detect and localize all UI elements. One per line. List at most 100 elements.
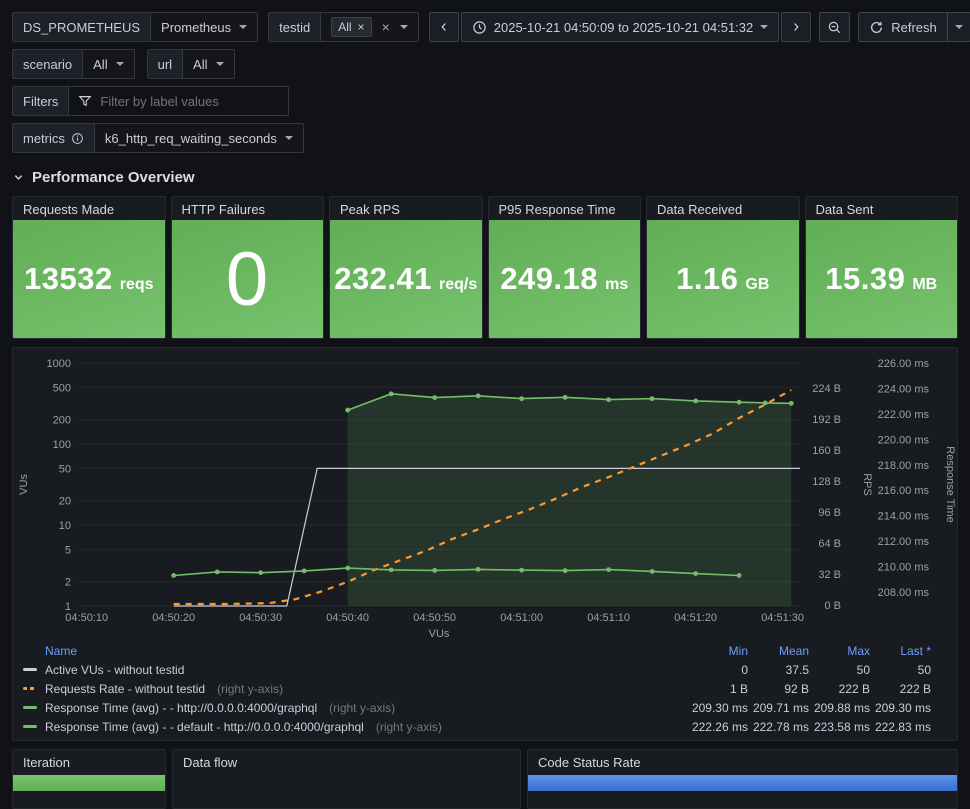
series-min: 209.30 ms xyxy=(691,700,748,715)
svg-text:0 B: 0 B xyxy=(824,600,841,612)
refresh-button[interactable]: Refresh xyxy=(858,12,948,42)
stat-body: 15.39 MB xyxy=(805,220,957,338)
series-mean: 209.71 ms xyxy=(752,700,809,715)
series-last: 222 B xyxy=(899,681,931,696)
svg-text:224 B: 224 B xyxy=(812,383,841,395)
funnel-icon xyxy=(78,94,92,108)
time-range-text: 2025-10-21 04:50:09 to 2025-10-21 04:51:… xyxy=(493,19,754,35)
time-shift-back-button[interactable] xyxy=(428,12,459,42)
time-shift-forward-button[interactable] xyxy=(781,12,812,42)
svg-text:1: 1 xyxy=(65,601,71,613)
url-variable-label: url xyxy=(146,49,184,79)
stat-p95-response-time: P95 Response Time 249.18 ms xyxy=(487,196,641,339)
stat-value: 1.16 xyxy=(676,261,739,296)
panel-iteration: Iteration xyxy=(12,749,166,809)
metrics-label-text: metrics xyxy=(23,130,65,146)
svg-text:160 B: 160 B xyxy=(812,445,841,457)
svg-text:20: 20 xyxy=(59,496,71,508)
panel-title: Data flow xyxy=(183,755,238,770)
stat-value: 232.41 xyxy=(334,261,433,296)
scenario-variable-value: All xyxy=(93,56,108,72)
chevron-down-icon xyxy=(954,25,963,29)
testid-chip[interactable]: All × xyxy=(331,17,372,37)
refresh-interval-dropdown[interactable] xyxy=(947,12,970,42)
stat-value: 13532 xyxy=(23,261,113,296)
series-name: Requests Rate - without testid xyxy=(45,681,206,696)
svg-text:50: 50 xyxy=(59,463,71,475)
scenario-variable: scenario All xyxy=(12,49,135,79)
chip-close-icon[interactable]: × xyxy=(357,20,365,34)
series-suffix: (right y-axis) xyxy=(329,700,396,715)
datasource-variable-select[interactable]: Prometheus xyxy=(151,12,259,42)
clear-selection-icon[interactable]: × xyxy=(381,19,390,35)
legend-header-max[interactable]: Max xyxy=(847,643,870,658)
stat-unit: MB xyxy=(912,276,938,293)
series-max: 223.58 ms xyxy=(813,719,870,734)
svg-text:04:50:40: 04:50:40 xyxy=(326,612,369,624)
svg-text:04:50:20: 04:50:20 xyxy=(152,612,195,624)
filter-input[interactable] xyxy=(100,93,280,109)
svg-text:192 B: 192 B xyxy=(812,414,841,426)
legend-header-name[interactable]: Name xyxy=(45,643,78,658)
zoom-out-button[interactable] xyxy=(819,12,851,42)
legend-row-response-time-default[interactable]: Response Time (avg) - - default - http:/… xyxy=(13,717,957,736)
clock-icon xyxy=(472,20,487,35)
series-marker xyxy=(23,668,37,671)
svg-text:2: 2 xyxy=(65,577,71,589)
stat-title: HTTP Failures xyxy=(181,202,266,217)
url-variable-select[interactable]: All xyxy=(183,49,235,79)
svg-text:04:51:30: 04:51:30 xyxy=(761,612,804,624)
refresh-label: Refresh xyxy=(891,19,937,35)
stat-panels-row: Requests Made 13532 reqs HTTP Failures 0 … xyxy=(12,196,958,339)
stat-body: 1.16 GB xyxy=(647,220,799,338)
stat-title: Requests Made xyxy=(23,202,115,217)
series-marker xyxy=(23,725,37,728)
legend-row-active-vus[interactable]: Active VUs - without testid 0 37.5 50 50 xyxy=(13,660,957,679)
panel-data-flow: Data flow xyxy=(172,749,521,809)
legend-header-min[interactable]: Min xyxy=(728,643,748,658)
info-icon[interactable] xyxy=(71,132,84,145)
metrics-variable-label: metrics xyxy=(12,123,95,153)
section-performance-overview[interactable]: Performance Overview xyxy=(0,153,970,186)
chevron-left-icon xyxy=(437,20,451,34)
variables-row: scenario All url All xyxy=(0,42,970,79)
svg-text:200: 200 xyxy=(53,415,71,427)
stat-body: 13532 reqs xyxy=(13,220,165,338)
series-suffix: (right y-axis) xyxy=(217,681,284,696)
chevron-down-icon xyxy=(284,136,293,140)
svg-text:VUs: VUs xyxy=(429,628,450,639)
svg-text:64 B: 64 B xyxy=(818,538,841,550)
metrics-variable-select[interactable]: k6_http_req_waiting_seconds xyxy=(94,123,304,153)
legend-row-requests-rate[interactable]: Requests Rate - without testid (right y-a… xyxy=(13,679,957,698)
section-title: Performance Overview xyxy=(32,169,195,186)
stat-value: 249.18 xyxy=(500,261,599,296)
svg-text:216.00 ms: 216.00 ms xyxy=(878,485,930,497)
series-last: 209.30 ms xyxy=(874,700,931,715)
timeseries-chart[interactable]: 1 2 5 10 20 50 100 200 500 1000 0 B 32 B 64 B 96 B 128… xyxy=(13,351,957,639)
chevron-down-icon xyxy=(115,62,124,66)
svg-text:VUs: VUs xyxy=(18,474,30,495)
metrics-variable: metrics k6_http_req_waiting_seconds xyxy=(12,123,304,153)
svg-text:10: 10 xyxy=(59,520,71,532)
svg-text:500: 500 xyxy=(53,382,71,394)
svg-text:214.00 ms: 214.00 ms xyxy=(878,511,930,523)
stat-http-failures: HTTP Failures 0 xyxy=(170,196,324,339)
zoom-out-icon xyxy=(827,20,842,35)
metrics-row: metrics k6_http_req_waiting_seconds xyxy=(0,116,970,153)
filters-label: Filters xyxy=(12,86,70,116)
filters-control: Filters xyxy=(12,86,290,116)
legend-header-last[interactable]: Last * xyxy=(900,643,931,658)
scenario-variable-select[interactable]: All xyxy=(83,49,135,79)
testid-variable-select[interactable]: All × × xyxy=(321,12,419,42)
code-status-bar-gauge xyxy=(528,775,957,791)
svg-text:04:50:30: 04:50:30 xyxy=(239,612,282,624)
time-range-picker[interactable]: 2025-10-21 04:50:09 to 2025-10-21 04:51:… xyxy=(460,12,780,42)
legend-row-response-time[interactable]: Response Time (avg) - - http://0.0.0.0:4… xyxy=(13,698,957,717)
series-max: 50 xyxy=(856,662,870,677)
svg-text:100: 100 xyxy=(53,439,71,451)
series-last: 50 xyxy=(917,662,931,677)
url-variable-value: All xyxy=(193,56,208,72)
svg-text:224.00 ms: 224.00 ms xyxy=(878,383,930,395)
chevron-down-icon xyxy=(12,171,25,184)
legend-header-mean[interactable]: Mean xyxy=(778,643,809,658)
